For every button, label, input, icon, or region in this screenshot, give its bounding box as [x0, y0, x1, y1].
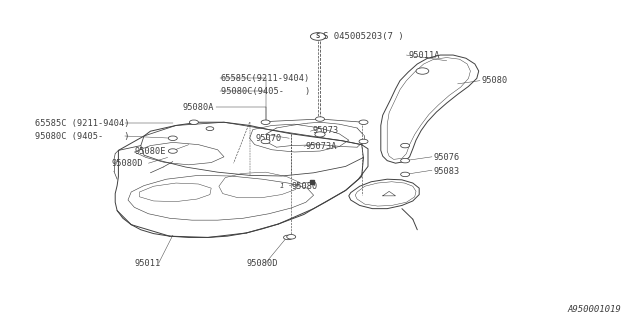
Circle shape [359, 120, 368, 124]
Text: 95080D: 95080D [246, 259, 278, 268]
Text: 95073: 95073 [312, 126, 339, 135]
Circle shape [287, 235, 296, 239]
Circle shape [315, 132, 325, 137]
Text: 95080E: 95080E [134, 147, 166, 156]
Text: 95080C(9405-    ): 95080C(9405- ) [221, 87, 310, 96]
Circle shape [168, 149, 177, 153]
Text: 95011: 95011 [134, 259, 161, 268]
Text: S: S [316, 34, 320, 39]
Text: 95073A: 95073A [306, 142, 337, 151]
Text: 95070: 95070 [256, 134, 282, 143]
Circle shape [316, 117, 324, 121]
Circle shape [401, 143, 410, 148]
Text: 95076: 95076 [434, 153, 460, 162]
Text: 95080D: 95080D [112, 159, 143, 168]
Text: 95080: 95080 [481, 76, 508, 85]
Text: 65585C (9211-9404): 65585C (9211-9404) [35, 119, 130, 128]
Text: 1: 1 [279, 183, 284, 189]
Circle shape [168, 136, 177, 140]
Text: 95080A: 95080A [182, 103, 214, 112]
Circle shape [359, 139, 368, 144]
Text: S 045005203(7 ): S 045005203(7 ) [323, 32, 404, 41]
Text: 95011A: 95011A [408, 51, 440, 60]
Text: 95080: 95080 [292, 182, 318, 191]
Circle shape [261, 139, 270, 144]
Text: 95083: 95083 [434, 167, 460, 176]
Circle shape [401, 158, 410, 163]
Circle shape [284, 235, 292, 240]
Text: 65585C(9211-9404): 65585C(9211-9404) [221, 74, 310, 83]
Text: 95080C (9405-    ): 95080C (9405- ) [35, 132, 130, 141]
Circle shape [416, 68, 429, 74]
Circle shape [401, 172, 410, 177]
Circle shape [261, 120, 270, 124]
Text: A950001019: A950001019 [567, 305, 621, 314]
Circle shape [189, 120, 198, 124]
